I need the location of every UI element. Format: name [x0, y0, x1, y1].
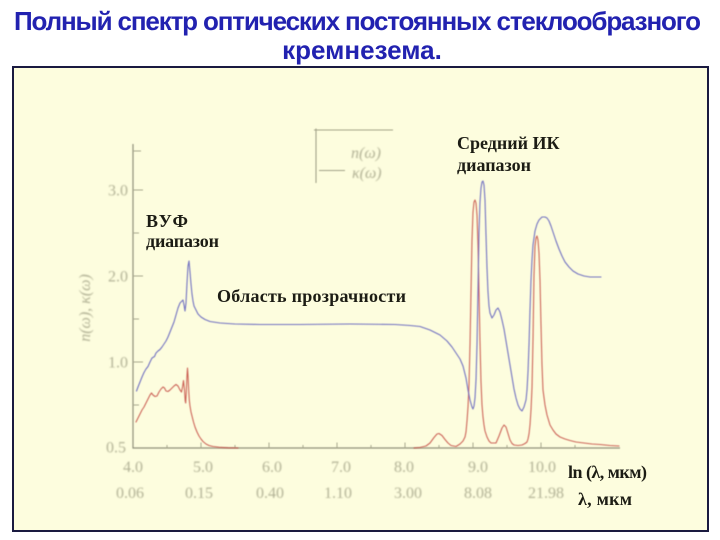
svg-text:кремнезема.: кремнезема.: [282, 35, 442, 65]
svg-text:8.0: 8.0: [394, 459, 414, 476]
svg-text:0.5: 0.5: [106, 440, 126, 457]
svg-text:8.08: 8.08: [464, 485, 492, 502]
svg-text:7.0: 7.0: [331, 459, 351, 476]
svg-text:21.98: 21.98: [528, 485, 564, 502]
svg-text:5.0: 5.0: [193, 459, 213, 476]
svg-text:ВУФ: ВУФ: [146, 211, 188, 231]
svg-text:Область прозрачности: Область прозрачности: [217, 286, 406, 306]
svg-text:ln (λ, мкм): ln (λ, мкм): [568, 462, 647, 483]
svg-text:1.10: 1.10: [324, 485, 352, 502]
svg-text:3.0: 3.0: [108, 183, 128, 200]
svg-text:2.0: 2.0: [108, 269, 128, 286]
svg-text:n(ω): n(ω): [351, 145, 381, 162]
svg-text:0.15: 0.15: [185, 485, 213, 502]
svg-text:Полный спектр оптических посто: Полный спектр оптических постоянных стек…: [14, 6, 701, 36]
svg-text:диапазон: диапазон: [146, 231, 219, 251]
svg-text:диапазон: диапазон: [457, 155, 531, 175]
svg-text:κ(ω): κ(ω): [352, 165, 382, 182]
svg-text:n(ω), κ(ω): n(ω), κ(ω): [77, 274, 94, 342]
svg-text:1.0: 1.0: [108, 355, 128, 372]
svg-text:10.0: 10.0: [528, 459, 556, 476]
svg-text:9.0: 9.0: [468, 459, 488, 476]
svg-text:Средний ИК: Средний ИК: [457, 133, 560, 153]
svg-text:4.0: 4.0: [123, 459, 143, 476]
svg-text:0.40: 0.40: [256, 485, 284, 502]
svg-text:0.06: 0.06: [116, 485, 144, 502]
svg-text:6.0: 6.0: [262, 459, 282, 476]
svg-text:3.00: 3.00: [394, 485, 422, 502]
svg-text:λ, мкм: λ, мкм: [578, 489, 632, 509]
